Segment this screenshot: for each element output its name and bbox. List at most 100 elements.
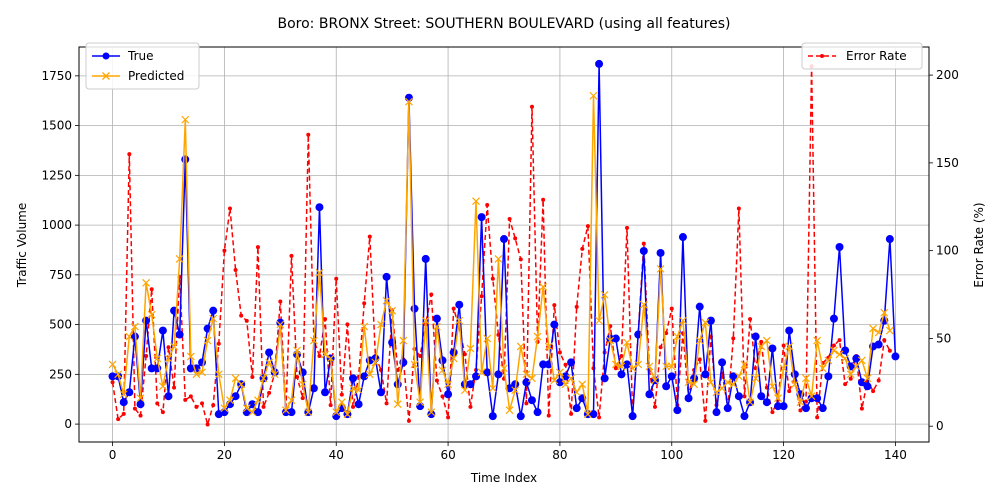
point-error-rate [563,362,568,367]
point-predicted [472,197,480,206]
point-error-rate [541,197,546,202]
point-true [874,340,883,349]
point-true [444,390,453,399]
point-error-rate [641,241,646,246]
point-predicted [119,390,128,399]
point-error-rate [742,394,747,399]
point-true [695,302,704,311]
point-error-rate [149,287,154,292]
point-error-rate [585,224,590,229]
point-true [108,372,117,381]
point-error-rate [748,317,753,322]
plot-frame [78,46,930,443]
point-error-rate [546,413,551,418]
legend-error-marker [820,54,824,58]
point-predicted [254,396,262,405]
x-tick-label: 0 [109,448,117,462]
point-error-rate [513,236,518,241]
point-predicted [813,336,822,345]
point-predicted [522,370,531,379]
point-predicted [488,384,497,393]
point-true [522,378,531,387]
y2-tick-label: 50 [936,331,951,345]
point-predicted [175,255,184,263]
point-true [539,360,548,369]
point-true [885,235,894,244]
point-predicted [466,344,475,353]
point-predicted [555,368,564,377]
point-predicted [287,396,296,405]
point-true [477,213,486,222]
point-predicted [321,350,329,359]
point-true [432,314,441,323]
point-predicted [242,404,251,413]
point-true [516,412,525,421]
point-error-rate [518,257,523,262]
point-predicted [349,384,357,393]
point-predicted [673,332,682,341]
point-predicted [869,324,878,333]
point-predicted [583,410,592,419]
y-axis-title: Traffic Volume [15,203,29,289]
point-predicted [281,406,290,415]
point-error-rate [110,380,115,385]
point-true [349,374,358,383]
point-predicted [270,370,279,379]
point-true [662,382,671,391]
point-true [656,248,665,257]
point-error-rate [580,246,585,251]
point-predicted [220,404,229,413]
point-error-rate [255,245,260,250]
point-predicted [460,386,469,395]
point-error-rate [384,401,389,406]
point-predicted [237,380,246,389]
point-predicted [483,334,492,343]
point-true [824,372,833,381]
y-tick-label: 250 [49,367,72,381]
point-true [253,408,262,417]
point-predicted [774,394,782,403]
point-predicted [846,370,855,379]
point-predicted [830,346,838,355]
point-error-rate [194,404,199,409]
point-predicted [399,336,408,345]
point-error-rate [731,336,736,341]
point-predicted [377,320,385,329]
point-error-rate [770,410,775,415]
point-true [382,272,391,281]
point-error-rate [479,294,484,299]
point-true [645,390,654,399]
point-predicted [550,376,559,385]
point-predicted [142,278,151,287]
point-error-rate [233,267,238,272]
point-error-rate [574,304,579,309]
point-error-rate [658,345,663,350]
point-error-rate [736,206,741,211]
point-predicted [567,374,576,383]
point-error-rate [132,406,137,411]
point-error-rate [669,306,674,311]
point-true [555,378,564,387]
point-true [265,348,274,357]
point-predicted [226,396,234,405]
point-error-rate [300,396,305,401]
point-true [209,306,218,315]
legend-right: Error Rate [801,42,923,70]
point-error-rate [815,415,820,420]
point-predicted [365,370,374,379]
point-true [628,412,637,421]
point-true [483,368,492,377]
y2-tick-label: 200 [936,68,959,82]
point-true [841,346,850,355]
point-true [829,314,838,323]
point-true [768,344,777,353]
point-error-rate [887,348,892,353]
point-true [673,406,682,415]
point-error-rate [798,408,803,413]
point-true [751,332,760,341]
point-error-rate [529,104,534,109]
point-predicted [863,374,872,383]
point-true [623,360,632,369]
point-predicted [455,316,464,325]
point-predicted [623,338,631,347]
